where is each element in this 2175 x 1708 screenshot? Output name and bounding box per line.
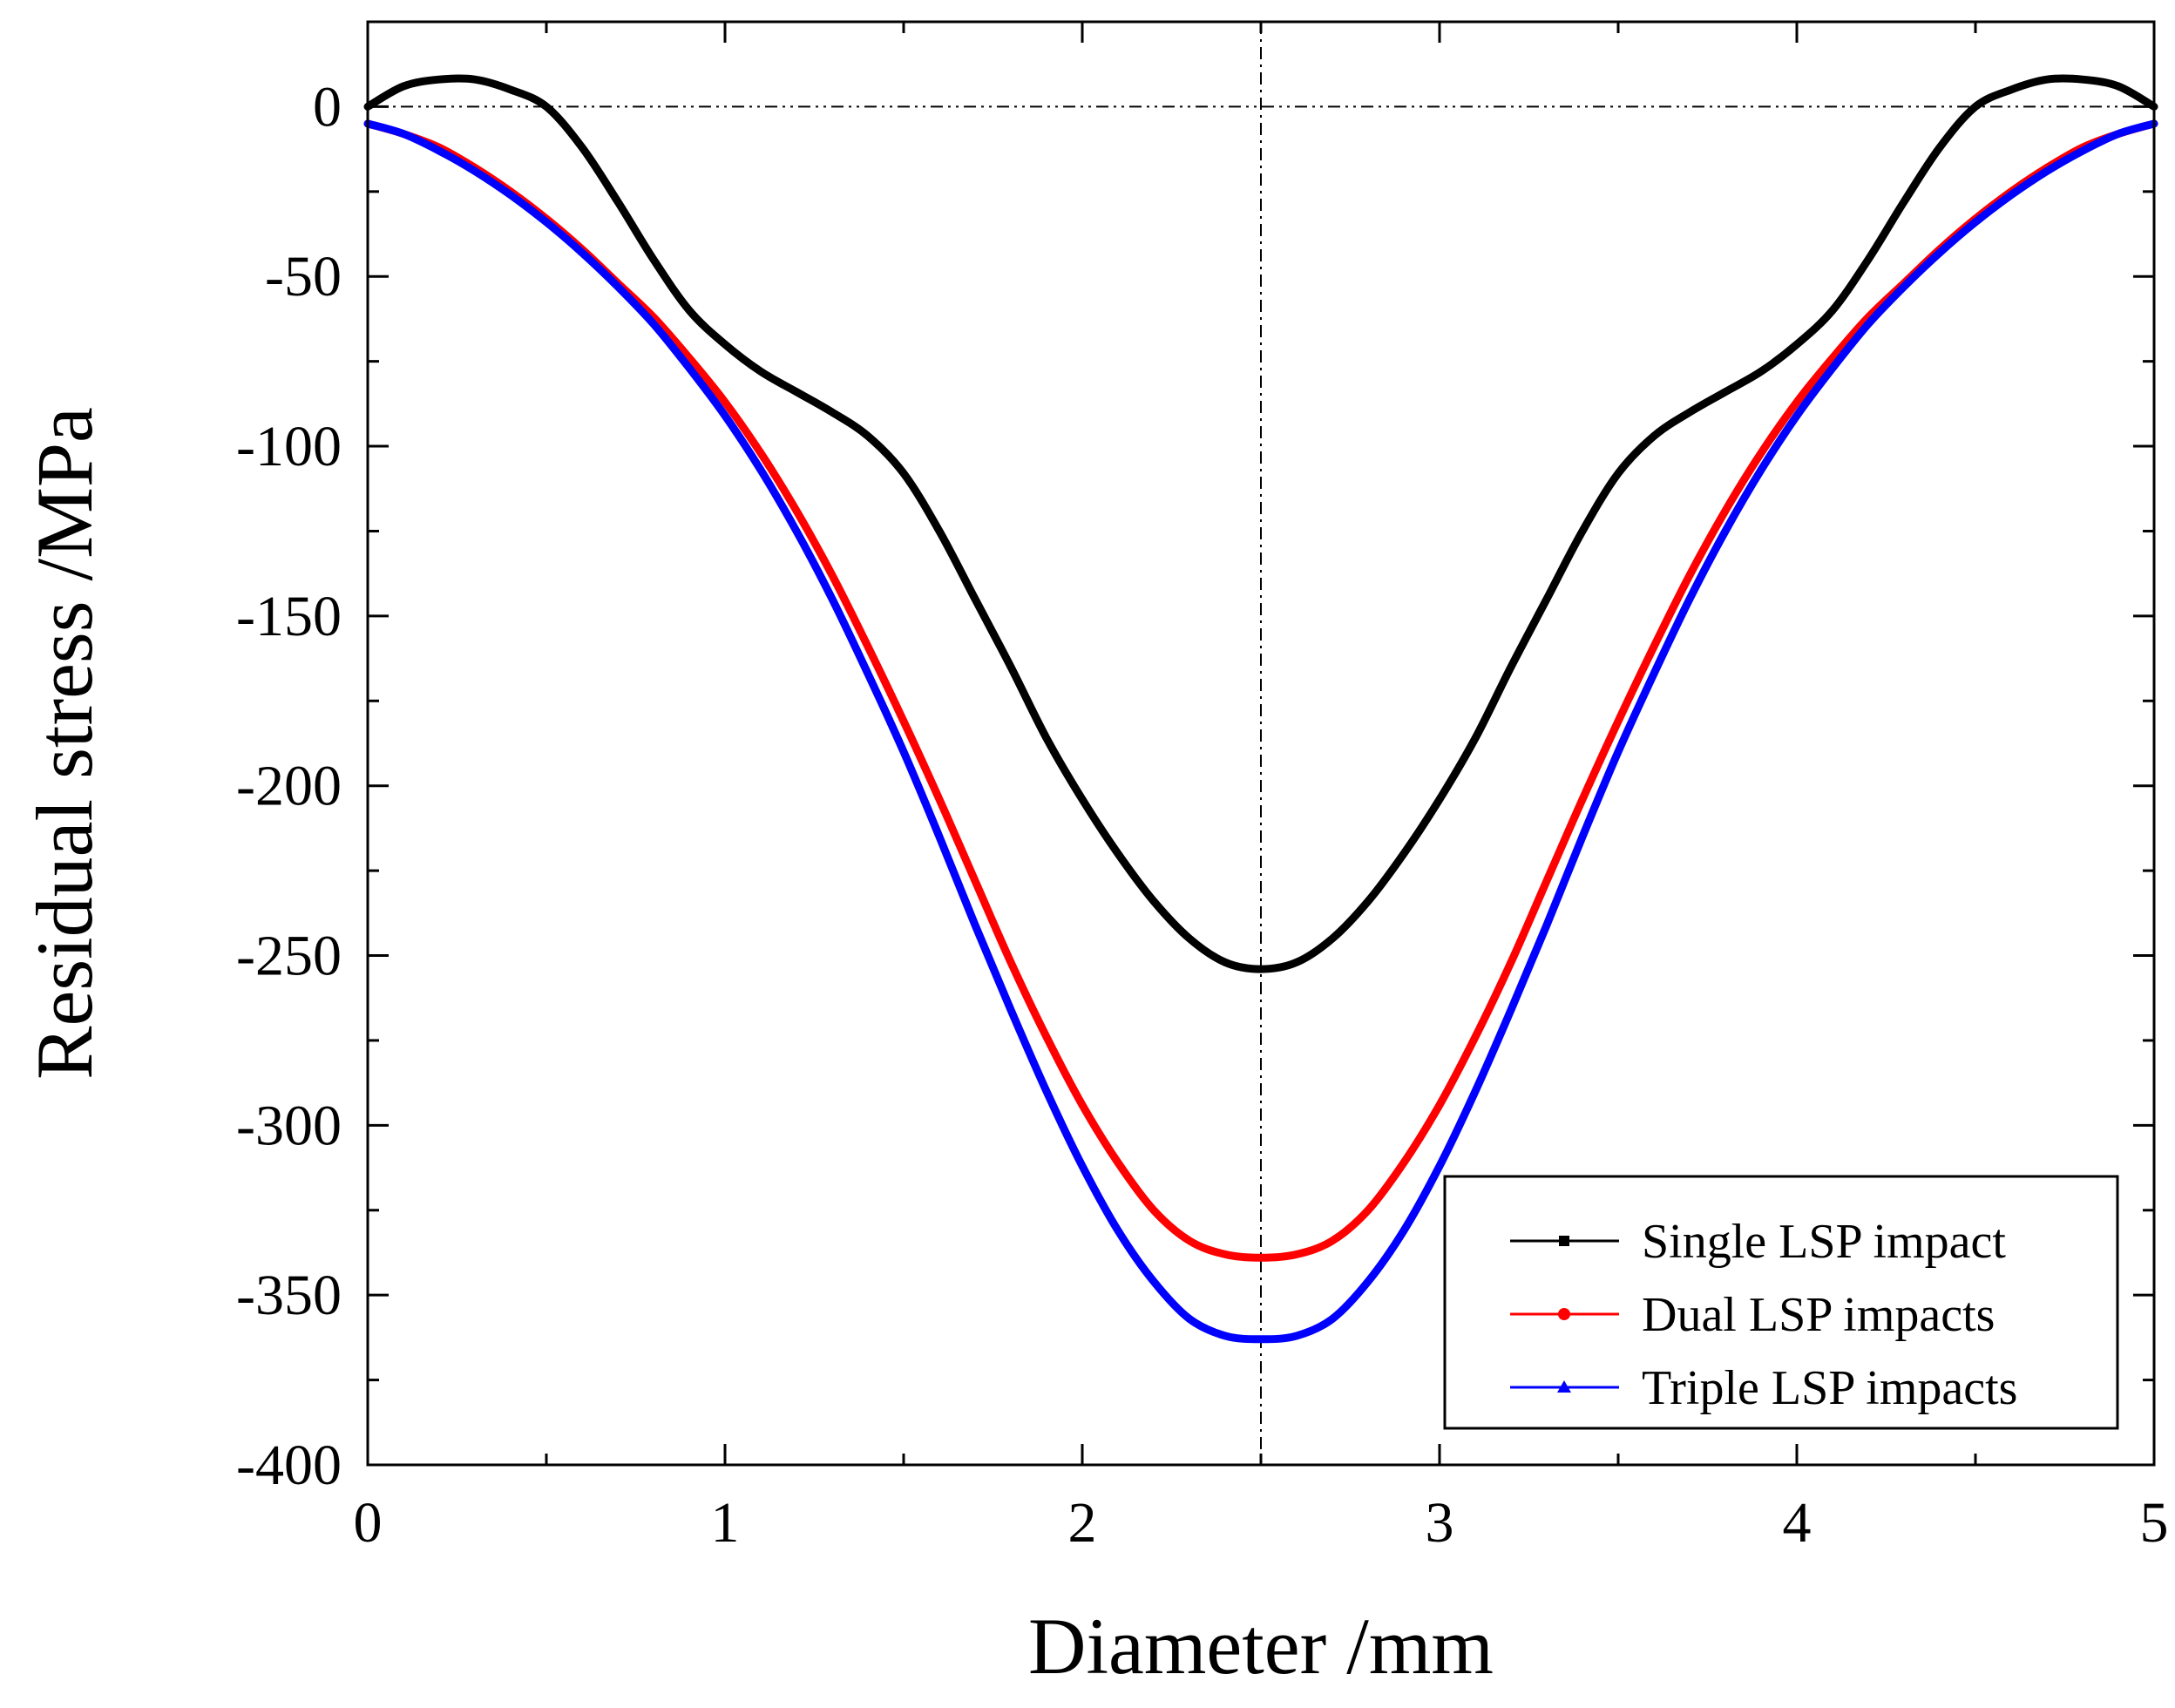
legend-marker-square — [1559, 1236, 1569, 1246]
x-tick-label: 4 — [1783, 1491, 1812, 1555]
x-tick-label: 1 — [711, 1491, 740, 1555]
y-tick-label: 0 — [313, 75, 342, 139]
x-axis-title: Diameter /mm — [1028, 1602, 1494, 1691]
series-line-1 — [363, 74, 2158, 973]
series-line-3 — [363, 119, 2158, 1344]
x-tick-label: 3 — [1426, 1491, 1454, 1555]
legend-label-2: Dual LSP impacts — [1642, 1288, 1995, 1342]
legend-label-3: Triple LSP impacts — [1642, 1361, 2017, 1415]
tick-labels: 0 1 2 3 4 5 0 -50 -100 -150 -200 -250 -300 -350 -400 — [236, 75, 2168, 1555]
y-tick-label: -250 — [236, 925, 342, 988]
y-tick-label: -150 — [236, 585, 342, 648]
legend-label-1: Single LSP impact — [1642, 1215, 2006, 1269]
x-tick-label: 5 — [2140, 1491, 2169, 1555]
series-line-2 — [363, 119, 2158, 1262]
x-tick-label: 0 — [354, 1491, 383, 1555]
data-series — [363, 74, 2158, 1344]
axis-ticks — [366, 22, 2156, 1467]
y-tick-label: -300 — [236, 1094, 342, 1157]
y-tick-label: -200 — [236, 755, 342, 818]
y-tick-label: -350 — [236, 1264, 342, 1327]
legend-marker-circle — [1558, 1308, 1570, 1320]
legend-marker-triangle — [1557, 1380, 1571, 1393]
legend: Single LSP impact Dual LSP impacts Triple … — [1443, 1175, 2119, 1430]
y-tick-label: -50 — [265, 245, 342, 308]
y-tick-label: -100 — [236, 415, 342, 478]
y-tick-label: -400 — [236, 1434, 342, 1497]
x-tick-label: 2 — [1068, 1491, 1097, 1555]
y-axis-title: Residual stress /MPa — [20, 407, 109, 1080]
